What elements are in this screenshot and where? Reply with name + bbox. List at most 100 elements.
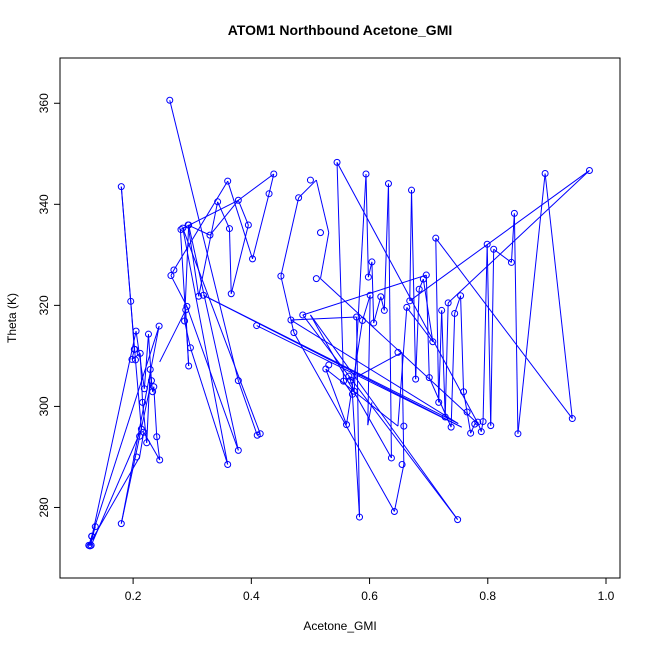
series-segment [336, 162, 479, 425]
series-segment [153, 386, 158, 437]
data-point [333, 158, 341, 166]
data-point [316, 229, 324, 237]
series-segment [203, 294, 459, 425]
series-segment [435, 238, 440, 403]
series-segment [466, 411, 472, 434]
data-point [377, 293, 385, 301]
series-segment [170, 275, 188, 307]
series-segment [325, 368, 347, 425]
data-point [144, 330, 152, 338]
series-segment [237, 200, 249, 226]
data-point [347, 376, 355, 384]
data-point [290, 329, 298, 337]
data-point [224, 177, 232, 185]
series-segment [513, 213, 519, 434]
series-segment [393, 464, 405, 512]
series-segment [336, 162, 345, 382]
data-point [394, 348, 402, 356]
data-point [422, 271, 430, 279]
data-point [306, 176, 314, 184]
y-axis-label: Theta (K) [5, 293, 19, 343]
series-segment [365, 173, 369, 278]
series-segment [356, 316, 361, 518]
series-segment [315, 179, 330, 233]
series-segment [185, 309, 190, 367]
data-point [384, 180, 392, 188]
series-segment [90, 428, 142, 546]
data-point [451, 309, 459, 317]
data-point [234, 196, 242, 204]
series-segment [302, 274, 427, 316]
series-segment [230, 224, 249, 294]
series-segment [186, 306, 239, 451]
data-point [132, 327, 140, 335]
x-axis-label: Acetone_GMI [303, 619, 376, 633]
series-segment [411, 190, 417, 380]
series-segment [351, 394, 361, 518]
series-segment [409, 170, 590, 302]
data-point [362, 170, 370, 178]
series-segment [180, 199, 239, 231]
data-point [182, 306, 190, 314]
data-point [87, 541, 95, 549]
data-point [170, 266, 178, 274]
series-segment [425, 275, 430, 378]
series-segment [422, 279, 434, 342]
data-point [133, 453, 141, 461]
series-segment [188, 224, 239, 451]
data-point [277, 272, 285, 280]
data-point [507, 258, 515, 266]
data-point [227, 290, 235, 298]
series-segment [228, 228, 232, 294]
data-point [127, 297, 135, 305]
series-segment [409, 190, 413, 301]
y-axis: 280 300 320 340 360 [37, 93, 60, 517]
data-point [356, 513, 364, 521]
series-segment [143, 431, 161, 461]
data-point [185, 362, 193, 370]
series-segment [477, 421, 482, 432]
data-point [366, 291, 374, 299]
data-point [244, 221, 252, 229]
series-segment [209, 199, 239, 236]
data-point [438, 306, 446, 314]
data-point [340, 377, 348, 385]
series-segment [156, 436, 161, 461]
x-axis: 0.2 0.4 0.6 0.8 1.0 [125, 578, 615, 603]
data-point [343, 421, 351, 429]
data-point [206, 231, 214, 239]
data-point [541, 169, 549, 177]
series-segment [290, 316, 357, 321]
series-points [85, 96, 593, 550]
series-segment [493, 248, 512, 263]
data-point [295, 194, 303, 202]
data-point [199, 291, 207, 299]
data-point [166, 96, 174, 104]
series-segment [447, 170, 590, 304]
data-point [358, 317, 366, 325]
data-point [454, 516, 462, 524]
data-point [128, 355, 136, 363]
data-point [585, 166, 593, 174]
series-segment [544, 173, 573, 419]
data-point [117, 183, 125, 191]
data-point [186, 344, 194, 352]
data-point [457, 292, 465, 300]
data-point [150, 383, 158, 391]
series-segment [418, 278, 424, 290]
series-segment [217, 201, 230, 229]
series-segment [325, 368, 399, 427]
series-segment [373, 296, 382, 324]
data-point [181, 317, 189, 325]
data-point [364, 273, 372, 281]
data-point [415, 285, 423, 293]
series-segment [406, 307, 434, 343]
data-point [149, 388, 157, 396]
series-segment [169, 100, 239, 381]
series-segment [441, 310, 446, 418]
series-segment [353, 173, 367, 392]
data-point [136, 349, 144, 357]
data-point [88, 532, 96, 540]
data-point [514, 430, 522, 438]
